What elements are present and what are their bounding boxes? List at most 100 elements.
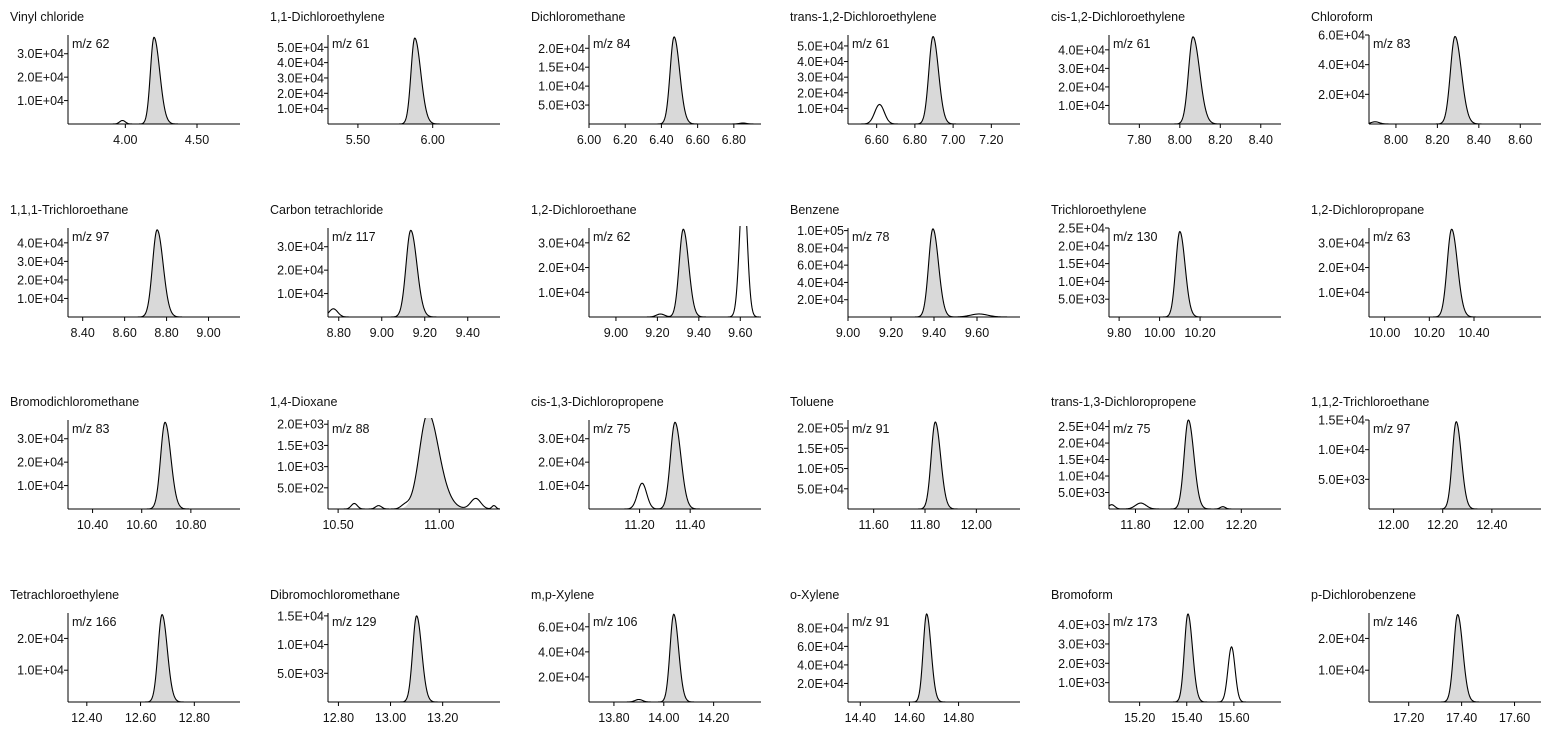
chromatogram-panel: Trichloroethylene 9.80 10.00 10.20 5.0E+03 1.… — [1051, 203, 1281, 340]
compound-title: cis-1,3-Dichloropropene — [531, 395, 664, 409]
chromatogram-trace — [1109, 36, 1281, 124]
y-tick-label: 2.0E+04 — [1318, 261, 1365, 275]
x-tick-label: 8.80 — [327, 326, 351, 340]
y-tick-label: 2.0E+04 — [797, 293, 844, 307]
y-tick-label: 3.0E+04 — [277, 71, 324, 85]
x-tick-label: 9.20 — [413, 326, 437, 340]
ion-label: m/z 75 — [1113, 422, 1151, 436]
chromatogram-panel: cis-1,2-Dichloroethylene 7.80 8.00 8.20 8.40… — [1051, 10, 1281, 147]
chromatogram-trace — [68, 229, 240, 317]
y-tick-label: 2.0E+04 — [1058, 80, 1105, 94]
compound-title: Trichloroethylene — [1051, 203, 1146, 217]
peak-area — [328, 418, 500, 509]
x-tick-label: 10.50 — [322, 518, 353, 532]
x-tick-label: 9.00 — [836, 326, 860, 340]
x-tick-label: 6.80 — [722, 133, 746, 147]
chromatogram-panel: Tetrachloroethylene 12.40 12.60 12.80 1.0E+0… — [10, 588, 240, 725]
x-tick-label: 9.40 — [922, 326, 946, 340]
ion-label: m/z 61 — [332, 37, 370, 51]
y-tick-label: 1.0E+03 — [1058, 676, 1105, 690]
chromatogram-panel: 1,1,2-Trichloroethane 12.00 12.20 12.40 5.0E… — [1311, 395, 1541, 532]
y-tick-label: 6.0E+04 — [797, 640, 844, 654]
y-tick-label: 1.0E+04 — [17, 94, 64, 108]
y-tick-label: 5.0E+03 — [1318, 473, 1365, 487]
x-tick-label: 13.80 — [598, 711, 629, 725]
y-tick-label: 1.0E+04 — [277, 102, 324, 116]
x-tick-label: 8.60 — [112, 326, 136, 340]
ion-label: m/z 62 — [593, 230, 631, 244]
y-tick-label: 1.5E+04 — [1058, 257, 1105, 271]
y-tick-label: 6.0E+04 — [1318, 29, 1365, 43]
y-tick-label: 1.0E+04 — [1318, 443, 1365, 457]
peak-area — [589, 422, 761, 509]
x-tick-label: 10.20 — [1184, 326, 1215, 340]
y-tick-label: 3.0E+04 — [17, 47, 64, 61]
peak-area — [68, 37, 240, 124]
x-tick-label: 11.60 — [858, 518, 888, 532]
x-tick-label: 6.00 — [577, 133, 601, 147]
x-tick-label: 15.60 — [1218, 711, 1249, 725]
chromatogram-trace — [848, 228, 1020, 317]
chromatogram-trace — [589, 226, 761, 317]
y-tick-label: 5.0E+03 — [538, 99, 585, 113]
y-tick-label: 5.0E+04 — [797, 482, 844, 496]
chromatogram-trace — [328, 418, 500, 509]
y-tick-label: 1.0E+04 — [1058, 275, 1105, 289]
compound-title: o-Xylene — [790, 588, 839, 602]
y-tick-label: 2.0E+04 — [277, 264, 324, 278]
peak-area — [1109, 36, 1281, 124]
x-tick-label: 6.80 — [903, 133, 927, 147]
compound-title: trans-1,3-Dichloropropene — [1051, 395, 1196, 409]
y-tick-label: 1.0E+05 — [797, 224, 844, 238]
peak-area — [68, 229, 240, 317]
chromatogram-trace — [848, 35, 1020, 124]
y-tick-label: 4.0E+04 — [1318, 58, 1365, 72]
x-tick-label: 12.60 — [125, 711, 156, 725]
x-tick-label: 8.20 — [1208, 133, 1232, 147]
y-tick-label: 2.0E+04 — [797, 86, 844, 100]
x-tick-label: 9.60 — [965, 326, 989, 340]
x-tick-label: 15.20 — [1124, 711, 1155, 725]
peak-area — [1369, 421, 1541, 509]
x-tick-label: 9.60 — [728, 326, 752, 340]
x-tick-label: 7.80 — [1127, 133, 1151, 147]
x-tick-label: 14.40 — [845, 711, 876, 725]
y-tick-label: 5.0E+03 — [1058, 293, 1105, 307]
x-tick-label: 12.00 — [1173, 518, 1204, 532]
y-tick-label: 2.0E+04 — [17, 632, 64, 646]
ion-label: m/z 78 — [852, 230, 890, 244]
chromatogram-panel: 1,4-Dioxane 10.50 11.00 5.0E+02 1.0E+03 1.5E+… — [270, 395, 500, 532]
y-tick-label: 3.0E+04 — [1058, 62, 1105, 76]
y-tick-label: 5.0E+02 — [277, 481, 324, 495]
ion-label: m/z 117 — [332, 230, 376, 244]
y-tick-label: 1.0E+04 — [277, 638, 324, 652]
y-tick-label: 1.0E+05 — [797, 462, 844, 476]
x-tick-label: 13.20 — [427, 711, 458, 725]
y-tick-label: 1.5E+05 — [797, 442, 844, 456]
y-tick-label: 1.0E+04 — [1058, 470, 1105, 484]
ion-label: m/z 88 — [332, 422, 370, 436]
compound-title: 1,4-Dioxane — [270, 395, 337, 409]
compound-title: 1,2-Dichloropropane — [1311, 203, 1424, 217]
x-tick-label: 9.20 — [879, 326, 903, 340]
compound-title: Chloroform — [1311, 10, 1373, 24]
peak-area — [328, 230, 500, 317]
chromatogram-trace — [589, 613, 761, 702]
ion-label: m/z 63 — [1373, 230, 1411, 244]
x-tick-label: 5.50 — [346, 133, 370, 147]
ion-label: m/z 97 — [1373, 422, 1411, 436]
y-tick-label: 2.0E+04 — [538, 42, 585, 56]
x-tick-label: 8.40 — [1467, 133, 1491, 147]
ion-label: m/z 130 — [1113, 230, 1158, 244]
x-tick-label: 8.40 — [71, 326, 95, 340]
y-tick-label: 1.0E+04 — [1318, 664, 1365, 678]
y-tick-label: 1.0E+04 — [538, 80, 585, 94]
x-tick-label: 17.60 — [1499, 711, 1530, 725]
compound-title: 1,1,2-Trichloroethane — [1311, 395, 1429, 409]
peak-area — [328, 615, 500, 702]
x-tick-label: 10.40 — [1458, 326, 1489, 340]
y-tick-label: 2.0E+04 — [1058, 437, 1105, 451]
ion-label: m/z 91 — [852, 422, 890, 436]
x-tick-label: 12.80 — [323, 711, 354, 725]
